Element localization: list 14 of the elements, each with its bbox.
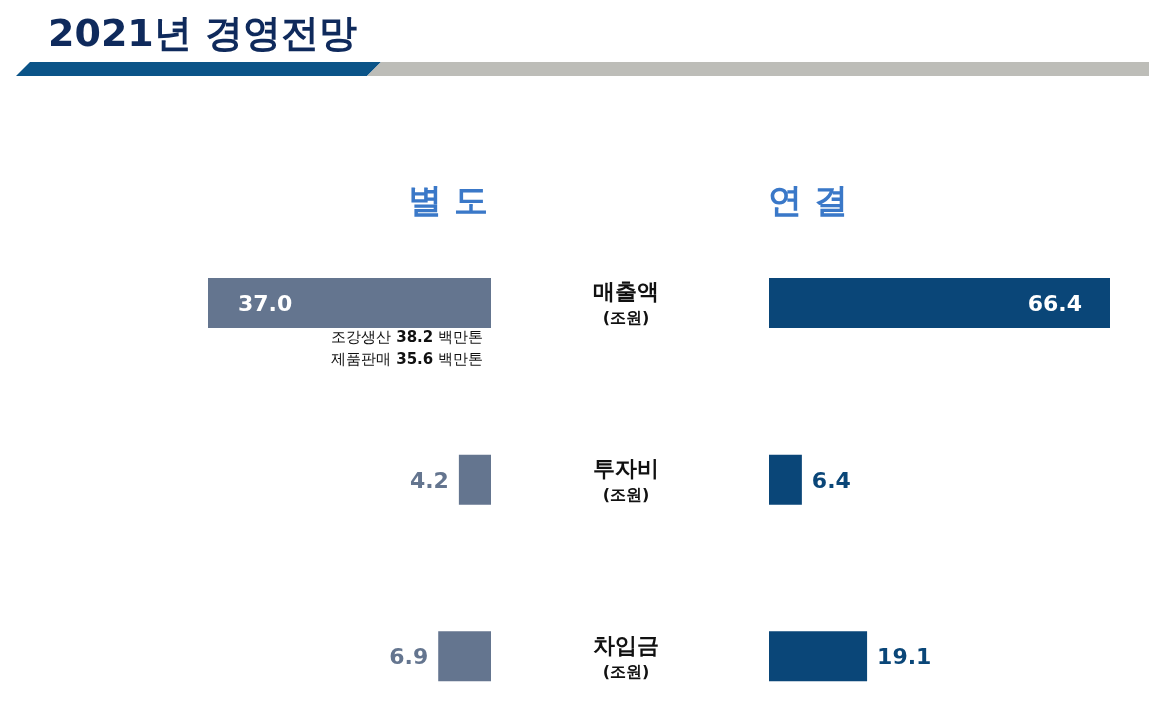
- text: 2021년 경영전망: [48, 10, 357, 57]
- data-label: 4.2: [409, 467, 449, 493]
- data-label: 6.9: [389, 644, 429, 670]
- y-tick-label: 차입금 (조원): [593, 632, 659, 681]
- annotation: 조강생산 38.2 백만톤: [331, 328, 483, 346]
- y-tick-label: 매출액 (조원): [593, 279, 659, 328]
- annotation: 제품판매 35.6 백만톤: [331, 350, 483, 368]
- chart-title: 별 도: [408, 179, 488, 222]
- chart-title: 연 결: [768, 179, 848, 222]
- data-label: 37.0: [238, 291, 293, 316]
- data-label: 66.4: [1027, 291, 1082, 316]
- data-label: 6.4: [811, 467, 851, 493]
- y-tick-label: 투자비 (조원): [593, 456, 659, 504]
- data-label: 19.1: [877, 644, 932, 670]
